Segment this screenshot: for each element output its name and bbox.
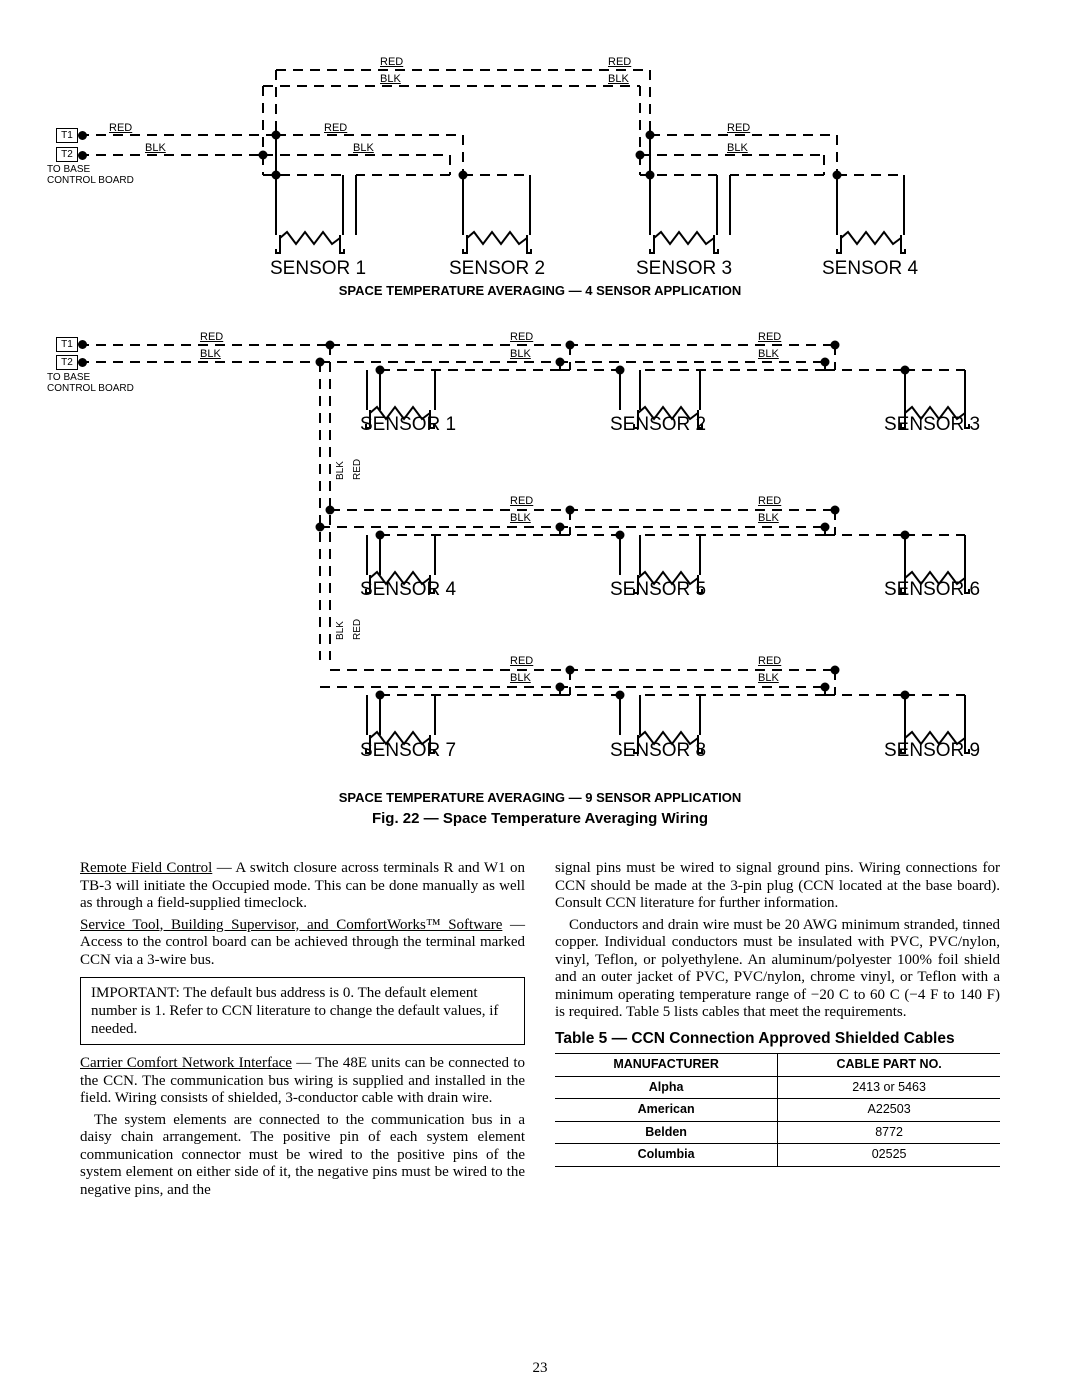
sensor8-b: SENSOR 8 xyxy=(610,740,706,762)
red-e2: RED xyxy=(510,655,533,667)
td-r3b: 8772 xyxy=(778,1121,1000,1144)
blk-b2: BLK xyxy=(353,142,374,154)
th-mfr: MANUFACTURER xyxy=(555,1054,778,1077)
sensor3-a: SENSOR 3 xyxy=(636,258,732,280)
sensor1-a: SENSOR 1 xyxy=(270,258,366,280)
td-r1a: Alpha xyxy=(555,1076,778,1099)
caption-9sensor: SPACE TEMPERATURE AVERAGING — 9 SENSOR A… xyxy=(0,790,1080,805)
caption-4sensor: SPACE TEMPERATURE AVERAGING — 4 SENSOR A… xyxy=(0,283,1080,298)
important-box: IMPORTANT: The default bus address is 0.… xyxy=(80,977,525,1045)
red-b1: RED xyxy=(109,122,132,134)
td-r3a: Belden xyxy=(555,1121,778,1144)
red-d3: RED xyxy=(758,495,781,507)
sensor4-a: SENSOR 4 xyxy=(822,258,918,280)
sensor3-b: SENSOR 3 xyxy=(884,414,980,436)
page-number: 23 xyxy=(0,1360,1080,1377)
blk-d2: BLK xyxy=(510,512,531,524)
td-r2a: American xyxy=(555,1099,778,1122)
td-r2b: A22503 xyxy=(778,1099,1000,1122)
red-v1: RED xyxy=(352,459,363,480)
blk-e2: BLK xyxy=(510,672,531,684)
blk-a1: BLK xyxy=(380,73,401,85)
sensor1-b: SENSOR 1 xyxy=(360,414,456,436)
sensor9-b: SENSOR 9 xyxy=(884,740,980,762)
blk-c2: BLK xyxy=(510,348,531,360)
svc-head: Service Tool, Building Supervisor, and C… xyxy=(80,917,502,933)
sensor4-b: SENSOR 4 xyxy=(360,579,456,601)
blk-c1: BLK xyxy=(200,348,221,360)
blk-b1: BLK xyxy=(145,142,166,154)
terminal-t1: T1 xyxy=(56,128,78,143)
red-v2: RED xyxy=(352,619,363,640)
blk-d3: BLK xyxy=(758,512,779,524)
blk-b3: BLK xyxy=(727,142,748,154)
red-d2: RED xyxy=(510,495,533,507)
sensor6-b: SENSOR 6 xyxy=(884,579,980,601)
sensor7-b: SENSOR 7 xyxy=(360,740,456,762)
right-para1: signal pins must be wired to signal grou… xyxy=(555,860,1000,913)
blk-v2: BLK xyxy=(335,621,346,640)
td-r4a: Columbia xyxy=(555,1144,778,1167)
right-para2: Conductors and drain wire must be 20 AWG… xyxy=(555,917,1000,1022)
sensor2-b: SENSOR 2 xyxy=(610,414,706,436)
red-e3: RED xyxy=(758,655,781,667)
blk-a2: BLK xyxy=(608,73,629,85)
board-label-a: TO BASE CONTROL BOARD xyxy=(47,164,134,186)
red-a2: RED xyxy=(608,56,631,68)
red-b3: RED xyxy=(727,122,750,134)
terminal-t2: T2 xyxy=(56,147,78,162)
sys-para: The system elements are connected to the… xyxy=(80,1112,525,1200)
table5-title: Table 5 — CCN Connection Approved Shield… xyxy=(555,1030,1000,1048)
terminal-t2-b: T2 xyxy=(56,355,78,370)
td-r1b: 2413 or 5463 xyxy=(778,1076,1000,1099)
blk-e3: BLK xyxy=(758,672,779,684)
td-r4b: 02525 xyxy=(778,1144,1000,1167)
red-b2: RED xyxy=(324,122,347,134)
terminal-t1-b: T1 xyxy=(56,337,78,352)
table5: MANUFACTURER CABLE PART NO. Alpha2413 or… xyxy=(555,1053,1000,1167)
sensor2-a: SENSOR 2 xyxy=(449,258,545,280)
blk-v1: BLK xyxy=(335,461,346,480)
red-c3: RED xyxy=(758,331,781,343)
sensor5-b: SENSOR 5 xyxy=(610,579,706,601)
red-a1: RED xyxy=(380,56,403,68)
rfc-head: Remote Field Control xyxy=(80,860,212,876)
right-column: signal pins must be wired to signal grou… xyxy=(555,860,1000,1203)
figure-caption: Fig. 22 — Space Temperature Averaging Wi… xyxy=(0,810,1080,827)
board-label-b: TO BASE CONTROL BOARD xyxy=(47,372,134,394)
red-c2: RED xyxy=(510,331,533,343)
ccn-head: Carrier Comfort Network Interface xyxy=(80,1055,292,1071)
red-c1: RED xyxy=(200,331,223,343)
left-column: Remote Field Control — A switch closure … xyxy=(80,860,525,1203)
blk-c3: BLK xyxy=(758,348,779,360)
th-part: CABLE PART NO. xyxy=(778,1054,1000,1077)
